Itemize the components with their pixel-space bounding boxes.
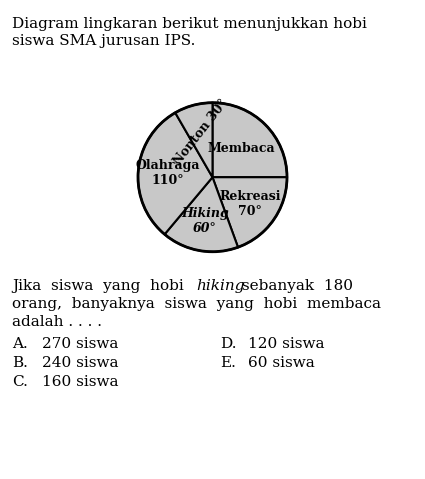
Text: 270 siswa: 270 siswa [42, 337, 119, 351]
Wedge shape [138, 113, 212, 234]
Text: 60 siswa: 60 siswa [248, 356, 315, 370]
Text: 120 siswa: 120 siswa [248, 337, 325, 351]
Text: 240 siswa: 240 siswa [42, 356, 119, 370]
Text: Nonton 30°: Nonton 30° [171, 97, 230, 168]
Text: Jika  siswa  yang  hobi: Jika siswa yang hobi [12, 279, 189, 293]
Text: A.: A. [12, 337, 28, 351]
Text: Hiking
60°: Hiking 60° [181, 207, 229, 235]
Text: C.: C. [12, 375, 28, 389]
Wedge shape [175, 103, 212, 177]
Text: D.: D. [220, 337, 236, 351]
Text: adalah . . . .: adalah . . . . [12, 315, 102, 329]
Text: Olahraga
110°: Olahraga 110° [136, 160, 200, 187]
Text: sebanyak  180: sebanyak 180 [237, 279, 353, 293]
Text: orang,  banyaknya  siswa  yang  hobi  membaca: orang, banyaknya siswa yang hobi membaca [12, 297, 381, 311]
Text: Diagram lingkaran berikut menunjukkan hobi: Diagram lingkaran berikut menunjukkan ho… [12, 17, 367, 31]
Text: Membaca: Membaca [208, 142, 275, 155]
Wedge shape [164, 177, 238, 252]
Text: 160 siswa: 160 siswa [42, 375, 119, 389]
Text: E.: E. [220, 356, 236, 370]
Text: B.: B. [12, 356, 28, 370]
Wedge shape [212, 103, 287, 177]
Text: hiking: hiking [196, 279, 244, 293]
Wedge shape [212, 177, 287, 247]
Text: Rekreasi
70°: Rekreasi 70° [220, 190, 281, 218]
Text: siswa SMA jurusan IPS.: siswa SMA jurusan IPS. [12, 34, 196, 48]
